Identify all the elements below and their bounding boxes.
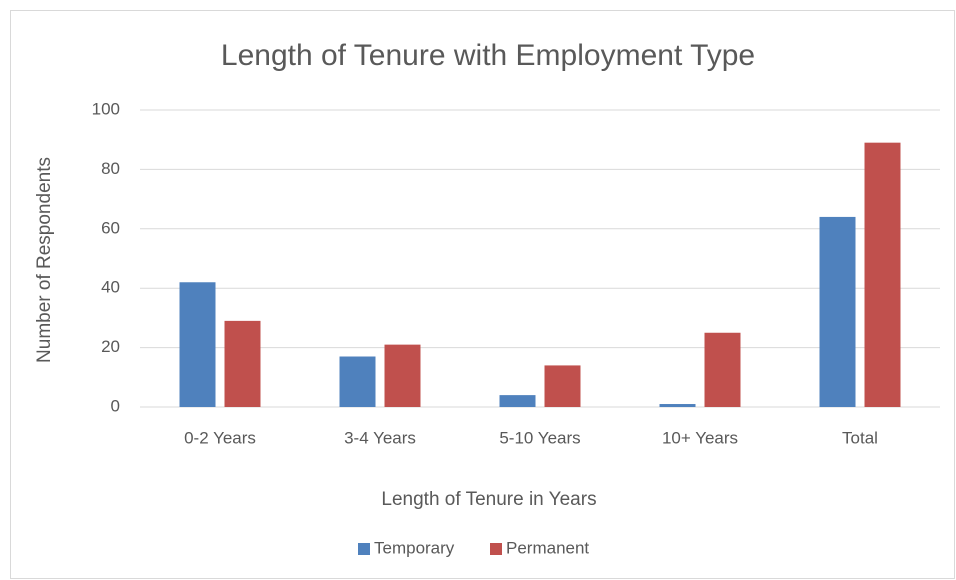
legend-swatch <box>358 543 370 555</box>
chart-border <box>10 10 955 579</box>
x-tick-label: 0-2 Years <box>184 428 256 447</box>
x-tick-label: 10+ Years <box>662 428 738 447</box>
bar <box>864 142 901 408</box>
legend-swatch <box>490 543 502 555</box>
y-tick-label: 20 <box>101 337 120 356</box>
bar <box>544 365 581 407</box>
x-axis-label: Length of Tenure in Years <box>381 489 596 510</box>
y-tick-label: 0 <box>111 396 120 415</box>
chart-title: Length of Tenure with Employment Type <box>221 39 755 72</box>
bar <box>704 332 741 407</box>
bar <box>179 282 216 407</box>
legend-label: Permanent <box>506 538 589 557</box>
bar <box>499 395 536 407</box>
bar <box>339 356 376 407</box>
y-tick-label: 40 <box>101 278 120 297</box>
bar <box>819 216 856 407</box>
x-tick-label: 5-10 Years <box>499 428 580 447</box>
bar <box>384 344 421 407</box>
y-axis-label: Number of Respondents <box>34 157 55 363</box>
y-tick-label: 60 <box>101 218 120 237</box>
x-tick-label: 3-4 Years <box>344 428 416 447</box>
y-tick-label: 80 <box>101 159 120 178</box>
bar <box>224 320 261 407</box>
legend-label: Temporary <box>374 538 455 557</box>
bar <box>659 404 696 407</box>
y-tick-label: 100 <box>92 99 120 118</box>
x-tick-label: Total <box>842 428 878 447</box>
